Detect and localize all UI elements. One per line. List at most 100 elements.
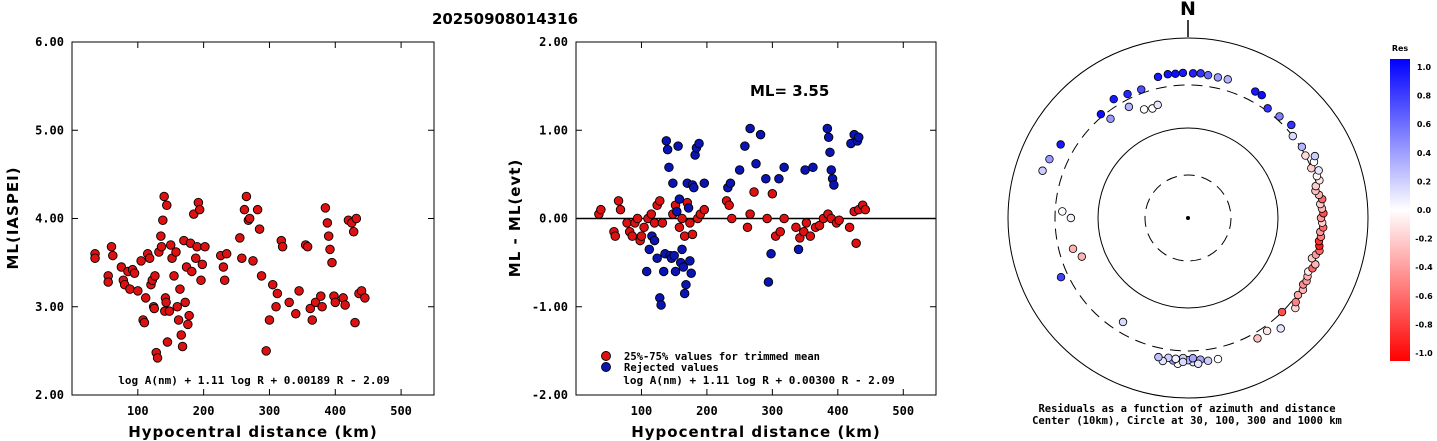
plot1-x-tick-label: 100 [127, 404, 149, 418]
ml-point [330, 297, 341, 308]
plot2-y-tick-label: -1.00 [532, 300, 568, 314]
station-residual-point [1213, 354, 1223, 364]
colorbar-tick-label: 0.0 [1417, 206, 1432, 215]
plot1-y-tick-label: 3.00 [35, 300, 64, 314]
station-residual-point [1223, 75, 1232, 84]
trimmed-mean-point [779, 213, 789, 224]
station-residual-point [1297, 142, 1307, 152]
ml-point [252, 204, 263, 215]
station-residual-point [1262, 326, 1272, 336]
trimmed-mean-point [791, 222, 801, 233]
figure-title: 20250908014316 [432, 10, 578, 28]
rejected-point [664, 162, 674, 173]
station-residual-point [1038, 166, 1047, 175]
azimuthal-residuals-plot: N Residuals as a function of azimuth and… [1007, 0, 1369, 427]
station-residual-point [1171, 354, 1180, 364]
plot2-y-tick-label: -2.00 [532, 388, 568, 402]
plot2-y-tick-label: 0.00 [539, 212, 568, 226]
trimmed-mean-point [613, 196, 624, 206]
ml-point [307, 315, 317, 325]
rejected-point [668, 178, 678, 188]
station-residual-point [1293, 290, 1303, 300]
trimmed-mean-point [646, 209, 657, 219]
plot1-y-tick-label: 5.00 [35, 123, 64, 137]
trimmed-mean-point [727, 213, 737, 224]
colorbar-tick-label: 0.4 [1417, 149, 1432, 158]
plot1-y-axis-label: ML(IASPEI) [4, 166, 22, 269]
rejected-point [800, 165, 810, 175]
trimmed-mean-point [687, 229, 698, 240]
station-residual-point [1257, 91, 1266, 100]
ml-point [187, 266, 197, 277]
ml-point [161, 297, 171, 308]
station-residual-point [1291, 297, 1300, 307]
station-residual-point [1106, 114, 1115, 124]
trimmed-mean-point [615, 204, 626, 215]
rejected-point [808, 162, 818, 173]
ml-point [139, 317, 150, 328]
colorbar-tick-label: 1.0 [1417, 63, 1432, 72]
ml-point [173, 315, 184, 325]
rejected-point [751, 159, 761, 169]
station-residual-point [1056, 273, 1066, 282]
ml-point [175, 284, 185, 294]
rejected-point [734, 165, 745, 175]
polar-points [1038, 68, 1328, 368]
epicenter-marker [1186, 216, 1190, 220]
ml-point [116, 262, 127, 272]
trimmed-mean-point [657, 218, 668, 228]
plot1-formula: log A(nm) + 1.11 log R + 0.00189 R - 2.0… [118, 374, 390, 387]
station-residual-point [1068, 244, 1078, 254]
residual-vs-distance-plot: 100 200 300 400 500 -2.00 -1.00 0.00 1.00 2.00 M… [506, 35, 937, 441]
ml-point [291, 309, 301, 319]
ml-point [150, 271, 160, 281]
plot1-y-tick-label: 2.00 [35, 388, 64, 402]
ml-point [310, 297, 321, 308]
trimmed-mean-point [762, 213, 772, 224]
rejected-point [766, 249, 776, 259]
legend-label-trimmed: 25%-75% values for trimmed mean [624, 351, 820, 363]
rejected-point [678, 262, 689, 272]
ml-point [158, 215, 168, 226]
rejected-point [699, 178, 710, 188]
station-residual-point [1045, 154, 1054, 164]
rejected-point [829, 180, 839, 190]
trimmed-mean-point [632, 213, 643, 224]
ml-point [196, 275, 206, 286]
ml-point [272, 288, 283, 299]
rejected-point [779, 162, 789, 173]
station-residual-point [1137, 85, 1146, 94]
colorbar-tick-label: -0.6 [1415, 292, 1433, 301]
colorbar-ticks: 1.0 0.8 0.6 0.4 0.2 0.0 -0.2 -0.4 -0.6 -0.8 -1.0 [1415, 63, 1433, 358]
ml-point [159, 191, 169, 202]
plot1-points [90, 191, 370, 363]
ml-point [162, 337, 173, 347]
ml-point [248, 256, 258, 266]
ml-point [219, 275, 230, 286]
trimmed-mean-point [674, 222, 685, 233]
ml-point [221, 249, 232, 259]
station-residual-point [1314, 166, 1323, 175]
ring-30km [1144, 174, 1232, 262]
trimmed-mean-point [627, 231, 638, 241]
rejected-point [689, 182, 699, 193]
ml-point [149, 303, 160, 314]
ml-point [162, 200, 172, 211]
trimmed-mean-point [636, 231, 647, 241]
rejected-point [672, 206, 682, 217]
ml-point [322, 218, 333, 228]
ml-point [144, 253, 155, 263]
station-residual-point [1139, 105, 1149, 114]
ml-point [327, 257, 337, 268]
plot1-x-ticks: 100 200 300 400 500 [127, 42, 412, 418]
ml-point [325, 244, 335, 255]
plot2-x-tick-label: 100 [631, 404, 653, 418]
station-residual-point [1301, 151, 1310, 160]
trimmed-mean-point [622, 218, 632, 228]
ml-point [323, 231, 334, 241]
ml-point [320, 203, 331, 213]
rejected-point [745, 123, 755, 134]
trimmed-mean-point [639, 222, 649, 233]
station-residual-point [1287, 120, 1296, 130]
ml-point [177, 341, 188, 352]
